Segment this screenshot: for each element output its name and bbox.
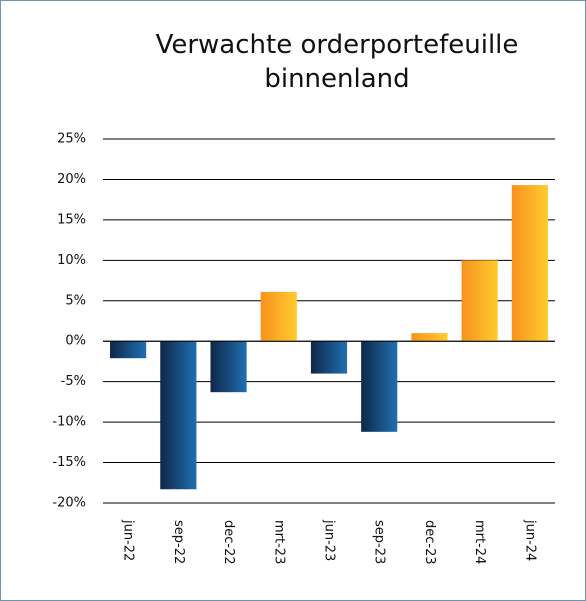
x-tick-label: jun-23 — [322, 519, 337, 561]
bar — [210, 341, 247, 393]
chart-title: Verwachte orderportefeuille binnenland — [155, 30, 519, 94]
x-tick-label: sep-22 — [171, 520, 186, 564]
y-tick-label: 10% — [57, 253, 86, 268]
x-tick-label: jun-22 — [121, 519, 136, 561]
bar — [160, 341, 197, 490]
x-tick-label: mrt-23 — [271, 520, 286, 564]
x-tick-label: jun-24 — [522, 519, 537, 561]
x-tick-label: sep-23 — [372, 520, 387, 564]
bar — [461, 260, 498, 342]
y-tick-label: 20% — [57, 172, 86, 187]
y-tick-label: 5% — [65, 293, 86, 308]
y-tick-label: -20% — [52, 496, 86, 511]
y-tick-label: -10% — [52, 415, 86, 430]
bar — [411, 333, 448, 342]
y-tick-label: 0% — [65, 334, 86, 349]
bar — [260, 291, 297, 342]
x-tick-label: dec-23 — [422, 520, 437, 565]
x-tick-label: mrt-24 — [472, 520, 487, 564]
y-tick-label: 15% — [57, 212, 86, 227]
x-tick-label: dec-22 — [221, 520, 236, 565]
bar — [511, 185, 548, 342]
y-tick-label: -15% — [52, 455, 86, 470]
bar — [361, 341, 398, 432]
bar — [110, 341, 147, 359]
y-tick-label: 25% — [57, 132, 86, 147]
bar — [310, 341, 348, 374]
y-tick-label: -5% — [61, 374, 86, 389]
